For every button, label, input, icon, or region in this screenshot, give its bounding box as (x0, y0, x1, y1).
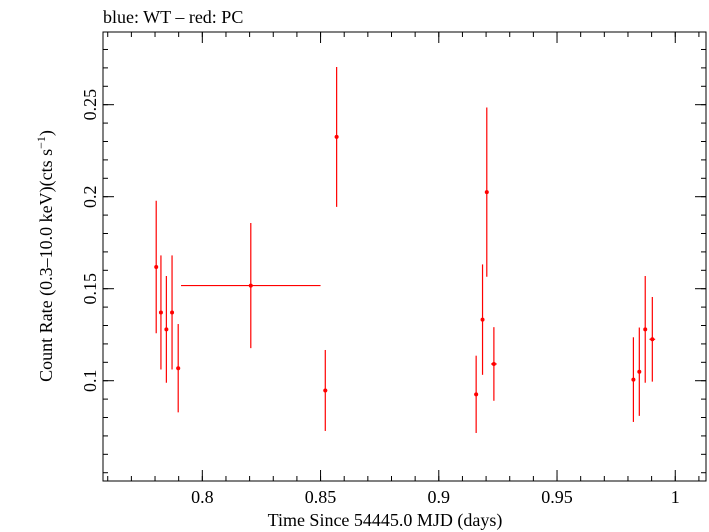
y-tick-label: 0.1 (80, 369, 100, 392)
data-marker (323, 388, 328, 393)
data-marker (176, 366, 181, 371)
y-tick-label: 0.25 (80, 89, 100, 121)
y-axis-label-main: Count Rate (0.3–10.0 keV)(cts s (36, 149, 57, 382)
data-marker (158, 310, 163, 315)
data-point (334, 66, 339, 207)
data-point (474, 355, 479, 433)
data-marker (637, 369, 642, 374)
y-axis-label: Count Rate (0.3–10.0 keV)(cts s−1) (34, 130, 57, 382)
x-tick-label: 0.85 (305, 487, 337, 507)
data-point (164, 276, 169, 383)
data-point (649, 296, 656, 382)
x-tick-label: 0.8 (191, 487, 214, 507)
x-tick-label: 1 (671, 487, 680, 507)
data-marker (170, 310, 175, 315)
data-point (637, 327, 642, 416)
x-tick-label: 0.9 (428, 487, 451, 507)
data-marker (484, 190, 489, 195)
y-tick-label: 0.15 (80, 273, 100, 305)
data-marker (164, 327, 169, 332)
data-point (480, 264, 485, 375)
data-point (484, 107, 489, 277)
data-marker (248, 283, 253, 288)
data-marker (643, 327, 648, 332)
y-axis-label-superscript: −1 (34, 136, 48, 149)
data-marker (154, 264, 159, 269)
y-axis-label-close: ) (36, 130, 57, 136)
data-point (181, 223, 321, 349)
axis-tick-labels: 0.8 0.85 0.9 0.95 1 0.1 0.15 0.2 0.25 (80, 89, 680, 507)
x-axis-label: Time Since 54445.0 MJD (days) (268, 510, 503, 531)
data-point (643, 276, 648, 383)
data-marker (650, 337, 655, 342)
axis-ticks (103, 32, 706, 481)
chart-title: blue: WT – red: PC (103, 7, 243, 27)
data-points (154, 66, 656, 433)
data-marker (334, 134, 339, 139)
data-point (154, 200, 159, 334)
data-point (176, 324, 181, 413)
data-marker (480, 317, 485, 322)
data-point (491, 327, 497, 401)
data-marker (631, 377, 636, 382)
data-point (631, 337, 636, 422)
data-marker (491, 361, 496, 366)
x-tick-label: 0.95 (541, 487, 573, 507)
data-point (170, 255, 175, 370)
data-point (158, 255, 163, 370)
plot-frame (102, 31, 707, 482)
data-point (323, 349, 328, 431)
y-tick-label: 0.2 (80, 185, 100, 208)
data-marker (474, 392, 479, 397)
